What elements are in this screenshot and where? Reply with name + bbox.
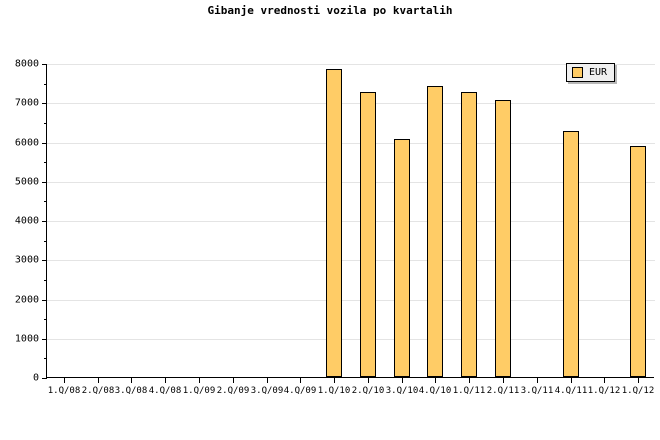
gridline	[47, 299, 655, 301]
x-tick	[368, 378, 369, 383]
y-tick-minor	[44, 162, 47, 164]
gridline	[47, 221, 655, 222]
legend-label-eur: EUR	[589, 67, 608, 78]
y-tick-major	[42, 338, 47, 340]
y-tick-major	[42, 181, 47, 183]
x-axis-tick-label: 1.Q/12	[587, 386, 621, 396]
bar[interactable]	[630, 146, 646, 377]
y-tick-major	[42, 260, 47, 262]
y-axis-tick-label: 1000	[14, 333, 39, 345]
x-axis-tick-label: 4.Q/09	[283, 386, 317, 396]
gridline	[47, 142, 655, 144]
x-axis-tick-label: 1.Q/09	[182, 386, 216, 396]
chart-title: Gibanje vrednosti vozila po kvartalih	[207, 4, 453, 17]
x-axis-tick-label: 3.Q/11	[520, 386, 554, 396]
y-tick-major	[42, 378, 47, 379]
bar[interactable]	[360, 92, 376, 377]
x-axis-tick-label: 3.Q/08	[114, 386, 148, 396]
y-axis-tick-label: 2000	[14, 294, 39, 305]
y-tick-minor	[44, 358, 47, 360]
y-axis-tick-label: 3000	[14, 254, 39, 266]
y-axis-tick-label: 5000	[14, 176, 39, 188]
x-tick	[435, 378, 436, 383]
bar[interactable]	[495, 100, 511, 377]
x-axis-tick-label: 1.Q/11	[452, 386, 486, 396]
x-tick	[98, 378, 99, 383]
x-tick	[165, 378, 166, 383]
gridline	[47, 338, 655, 340]
x-axis-tick-label: 2.Q/09	[216, 386, 250, 396]
y-tick-major	[42, 103, 47, 105]
legend-swatch-eur	[572, 67, 583, 78]
y-tick-minor	[44, 201, 47, 203]
x-tick	[300, 378, 301, 383]
x-tick	[604, 378, 605, 383]
x-tick	[638, 378, 639, 383]
x-tick	[402, 378, 403, 383]
y-tick-minor	[44, 83, 47, 85]
y-tick-minor	[44, 240, 47, 242]
y-tick-major	[42, 221, 47, 222]
x-tick	[267, 378, 268, 383]
bar[interactable]	[461, 92, 477, 377]
x-tick	[64, 378, 65, 383]
bar[interactable]	[427, 86, 443, 377]
y-axis-tick-label: 8000	[14, 58, 39, 70]
x-tick	[233, 378, 234, 383]
bar[interactable]	[394, 139, 410, 377]
bar[interactable]	[326, 69, 342, 377]
x-tick	[571, 378, 572, 383]
x-axis-tick-label: 4.Q/11	[554, 386, 588, 396]
y-tick-minor	[44, 319, 47, 321]
chart-legend[interactable]: EUR	[566, 63, 616, 82]
x-axis-tick-label: 2.Q/08	[81, 386, 115, 396]
x-tick	[469, 378, 470, 383]
bar[interactable]	[563, 131, 579, 377]
x-axis-tick-label: 3.Q/10	[385, 386, 419, 396]
x-axis-tick-label: 4.Q/10	[418, 386, 452, 396]
y-axis-tick-label: 0	[32, 372, 39, 384]
x-tick	[503, 378, 504, 383]
y-axis-tick-label: 7000	[14, 97, 39, 109]
x-axis-tick-label: 2.Q/11	[486, 386, 520, 396]
plot-area: 0 1000 2000 3000 4000 5000 6000 7000 8000 1.Q/08…	[15, 59, 655, 396]
x-axis-tick-label: 1.Q/12	[621, 386, 655, 396]
x-tick	[334, 378, 335, 383]
y-tick-minor	[44, 122, 47, 124]
y-tick-major	[42, 64, 47, 65]
y-axis-tick-label: 6000	[14, 137, 39, 148]
x-axis-tick-label: 4.Q/08	[148, 386, 182, 396]
x-axis-tick-label: 2.Q/10	[351, 386, 385, 396]
gridline	[47, 64, 655, 65]
x-tick	[537, 378, 538, 383]
y-axis-tick-label: 4000	[14, 215, 39, 227]
gridline	[47, 103, 655, 105]
x-axis-tick-label: 1.Q/08	[47, 386, 81, 396]
gridline	[47, 260, 655, 262]
y-tick-major	[42, 299, 47, 301]
x-axis-tick-label: 1.Q/10	[317, 386, 351, 396]
x-tick	[131, 378, 132, 383]
y-tick-major	[42, 142, 47, 144]
y-tick-minor	[44, 279, 47, 281]
x-axis-tick-label: 3.Q/09	[250, 386, 284, 396]
x-tick	[199, 378, 200, 383]
gridline	[47, 181, 655, 183]
